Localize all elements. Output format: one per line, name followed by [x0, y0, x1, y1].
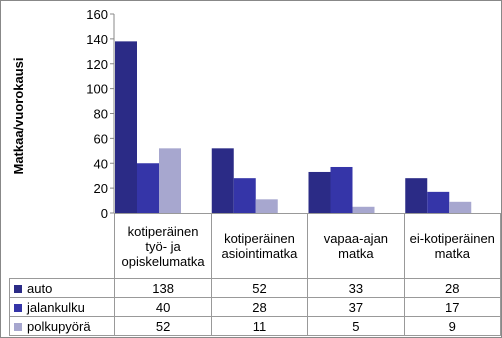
bar: [211, 148, 234, 213]
y-tick-label: 120: [86, 57, 108, 72]
legend-swatch: [14, 285, 22, 294]
data-cell: 9: [403, 316, 501, 336]
x-tick-label: kotiperäinen asiointimatka: [210, 213, 309, 279]
data-cell: 28: [403, 278, 501, 298]
data-cell: 28: [210, 297, 309, 317]
bar: [255, 199, 278, 213]
x-tick-label: ei-kotiperäinen matka: [403, 213, 501, 279]
legend-entry: polkupyörä: [8, 316, 116, 336]
table-row: polkupyörä 52 11 5 9: [8, 316, 501, 336]
legend-entry: auto: [8, 278, 116, 298]
x-tick-label: vapaa-ajan matka: [307, 213, 405, 279]
data-cell: 5: [307, 316, 405, 336]
data-table: kotiperäinen työ- ja opiskelumatka kotipe…: [8, 213, 501, 336]
corner-cell: [9, 213, 116, 279]
data-cell: 40: [114, 297, 212, 317]
data-cell: 52: [210, 278, 309, 298]
y-tick-label: 140: [86, 32, 108, 47]
y-tick-label: 160: [86, 7, 108, 22]
bar: [449, 201, 472, 213]
bar: [405, 178, 428, 213]
y-tick-label: 100: [86, 82, 108, 97]
legend-label: auto: [27, 280, 53, 296]
legend-label: jalankulku: [27, 299, 85, 315]
data-cell: 11: [210, 316, 309, 336]
data-cell: 37: [307, 297, 405, 317]
bar: [352, 206, 375, 213]
bar: [308, 171, 331, 213]
bar: [233, 178, 256, 213]
bar: [115, 41, 137, 213]
bar: [427, 191, 450, 213]
data-cell: 138: [114, 278, 212, 298]
y-axis-label: Matkaa/vuorokausi: [11, 57, 26, 174]
table-row: auto 138 52 33 28: [8, 278, 501, 298]
data-cell: 33: [307, 278, 405, 298]
y-tick-label: 20: [94, 181, 108, 196]
y-tick-label: 40: [94, 156, 108, 171]
data-cell: 17: [403, 297, 501, 317]
x-tick-label: kotiperäinen työ- ja opiskelumatka: [114, 213, 212, 279]
bar: [330, 166, 353, 213]
table-row: jalankulku 40 28 37 17: [8, 297, 501, 317]
legend-entry: jalankulku: [8, 297, 116, 317]
legend-swatch: [14, 304, 22, 313]
legend-swatch: [14, 323, 22, 332]
table-header-row: kotiperäinen työ- ja opiskelumatka kotipe…: [9, 213, 501, 279]
legend-label: polkupyörä: [27, 318, 91, 334]
bar: [159, 148, 181, 213]
y-tick-label: 60: [94, 131, 108, 146]
bar: [137, 163, 159, 213]
y-tick-label: 80: [94, 107, 108, 122]
data-cell: 52: [114, 316, 212, 336]
